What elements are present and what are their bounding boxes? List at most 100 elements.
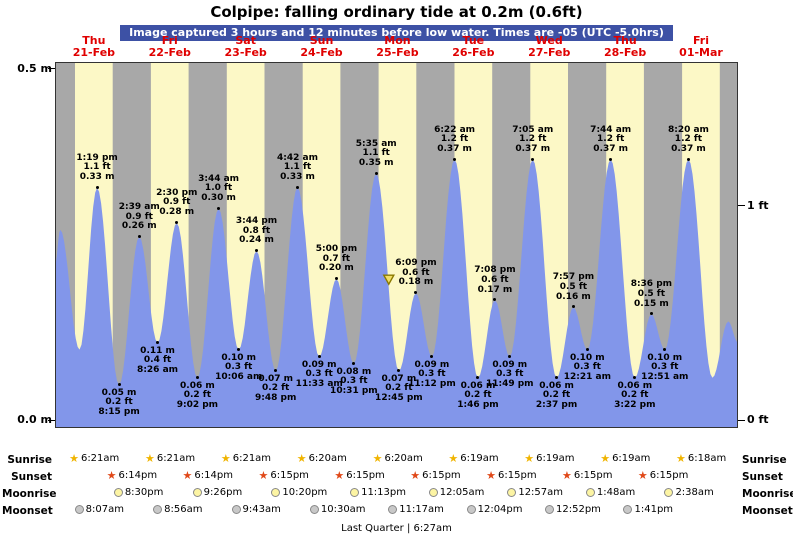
capture-time-marker-icon [382,274,395,286]
axis-tick [738,205,745,206]
moonrise-entry: 12:05am [428,487,485,498]
moonset-icon [74,505,84,514]
moonset-time: 1:41pm [634,504,674,515]
moonset-icon [623,505,633,514]
sunset-entry: ★ 6:15pm [258,470,308,482]
moonrise-time: 1:48am [596,487,636,498]
astro-row-label-left: Moonrise [2,488,57,500]
tide-extreme-label: 5:35 am 1.1 ft 0.35 m [355,138,397,168]
tide-extreme-label: 0.07 m 0.2 ft 12:45 pm [375,373,423,403]
tide-extreme-label: 7:57 pm 0.5 ft 0.16 m [552,272,595,302]
tide-point-dot [217,206,221,210]
tide-extreme-label: 7:08 pm 0.6 ft 0.17 m [474,265,516,295]
tide-extreme-label: 0.06 m 0.2 ft 1:46 pm [457,380,499,410]
moonrise-time: 12:05am [439,487,485,498]
sunrise-entry: ★ 6:18am [676,451,727,465]
day-label: Sun 24-Feb [300,34,343,59]
moonrise-icon [350,488,360,497]
tide-point-dot [633,375,637,379]
moonset-icon [545,505,555,514]
sunset-time: 6:15pm [422,470,461,481]
y-axis-label-left-top: 0.5 m [17,62,52,75]
day-label: Fri 22-Feb [148,34,191,59]
tide-point-dot [334,277,338,281]
tide-extreme-label: 0.09 m 0.3 ft 11:49 pm [485,359,534,389]
moonset-time: 8:07am [85,504,124,515]
tide-extreme-label: 8:36 pm 0.5 ft 0.15 m [630,279,673,309]
moonrise-time: 8:30pm [124,487,164,498]
tide-point-dot [476,375,480,379]
day-label: Thu 21-Feb [72,34,116,59]
moonrise-time: 12:57am [518,487,564,498]
y-axis-label-right-top: 1 ft [747,199,769,212]
sunrise-time: 6:19am [612,453,651,464]
sunrise-time: 6:18am [687,453,727,464]
sunset-entry: ★ 6:15pm [410,470,461,482]
tide-extreme-label: 7:05 am 1.2 ft 0.37 m [512,124,554,154]
sunset-entry: ★ 6:15pm [334,470,385,482]
tide-point-dot [414,291,418,295]
moonrise-entry: 9:26pm [192,487,243,498]
sunset-time: 6:14pm [118,470,158,481]
tide-extreme-label: 0.06 m 0.2 ft 3:22 pm [614,380,656,410]
astro-row-label-left: Moonset [2,505,53,517]
moonrise-time: 9:26pm [203,487,243,498]
tide-extreme-label: 3:44 am 1.0 ft 0.30 m [198,173,240,203]
sunset-time: 6:15pm [649,470,689,481]
tide-point-dot [430,354,434,358]
tide-point-dot [649,312,653,316]
sunset-time: 6:15pm [346,470,385,481]
axis-tick [48,420,55,421]
moonset-icon [153,505,163,514]
tide-extreme-label: 0.11 m 0.4 ft 8:26 am [137,345,179,375]
sunrise-entry: ★ 6:19am [600,453,651,465]
sunrise-icon: ★ [448,451,459,465]
tide-extreme-label: 0.08 m 0.3 ft 10:31 pm [330,366,378,396]
sunset-icon: ★ [486,468,497,482]
page-title: Colpipe: falling ordinary tide at 0.2m (… [210,3,583,21]
tide-point-dot [585,347,589,351]
moonset-entry: 9:43am [231,504,281,515]
sunset-entry: ★ 6:14pm [182,468,233,482]
sunset-time: 6:14pm [194,470,233,481]
tide-extreme-label: 7:44 am 1.2 ft 0.37 m [590,124,632,154]
y-axis-label-right-bottom: 0 ft [747,413,769,426]
sunset-icon: ★ [182,468,193,482]
astro-row-label-right: Moonset [742,505,793,517]
tide-point-dot [352,361,356,365]
axis-tick [48,68,55,69]
moonset-time: 9:43am [242,504,281,515]
moonset-time: 8:56am [164,504,203,515]
tide-point-dot [237,347,241,351]
sunset-icon: ★ [106,468,117,482]
sunrise-entry: ★ 6:21am [69,453,119,465]
sunrise-icon: ★ [372,451,383,465]
tide-point-dot [493,298,497,302]
tide-extreme-label: 6:22 am 1.2 ft 0.37 m [434,124,476,154]
sunrise-entry: ★ 6:20am [297,453,347,465]
sunrise-time: 6:19am [536,453,575,464]
tide-extreme-label: 0.05 m 0.2 ft 8:15 pm [98,387,140,417]
tide-point-dot [137,234,141,238]
tide-point-dot [95,185,99,189]
day-label: Sat 23-Feb [224,34,267,59]
tide-point-dot [555,375,559,379]
moonrise-icon [664,488,674,497]
sunset-entry: ★ 6:15pm [562,470,612,482]
moonset-entry: 12:52pm [545,504,601,515]
astro-row-label-right: Moonrise [742,488,793,500]
astro-row-label-left: Sunrise [7,454,52,466]
tide-extreme-label: 0.07 m 0.2 ft 9:48 pm [255,373,297,403]
sunrise-icon: ★ [676,451,686,465]
day-label: Mon 25-Feb [376,34,419,59]
moonrise-time: 2:38am [675,487,714,498]
tide-extreme-label: 6:09 pm 0.6 ft 0.18 m [395,258,437,288]
moonset-time: 10:30am [320,504,366,515]
moonrise-time: 11:13pm [361,487,406,498]
tide-extreme-label: 2:30 pm 0.9 ft 0.28 m [156,187,198,218]
tide-point-dot [531,157,535,161]
astro-row-label-left: Sunset [11,471,52,483]
moonrise-entry: 11:13pm [350,487,406,498]
moonrise-icon [507,488,517,497]
